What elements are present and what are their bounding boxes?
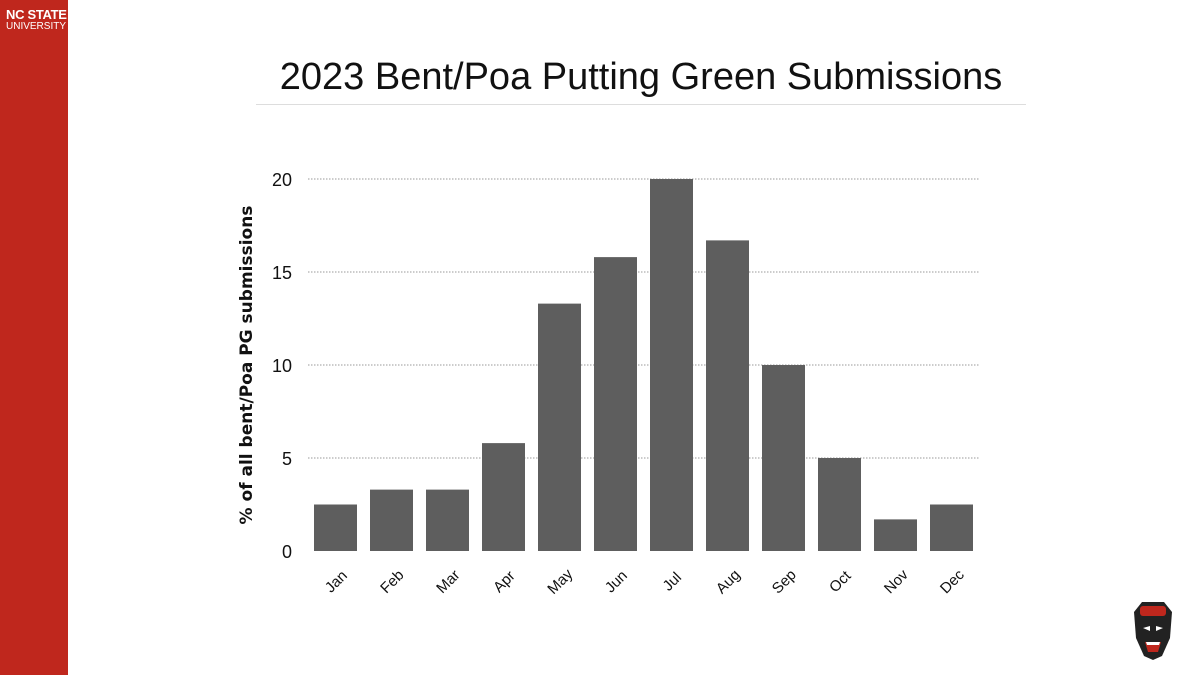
x-tick-label: Apr	[490, 568, 519, 597]
bar-jul	[650, 179, 693, 551]
sidebar-brand-bar: NC STATE UNIVERSITY	[0, 0, 68, 675]
y-axis-label: % of all bent/Poa PG submissions	[237, 206, 257, 525]
nc-state-logo: NC STATE UNIVERSITY	[6, 7, 67, 32]
x-tick-label: Jun	[602, 567, 631, 596]
x-tick-label: Dec	[937, 566, 968, 597]
bar-jun	[594, 257, 637, 551]
y-tick-label: 20	[272, 170, 292, 190]
bar-nov	[874, 519, 917, 551]
bar-sep	[762, 365, 805, 551]
chart-title: 2023 Bent/Poa Putting Green Submissions	[279, 56, 1003, 98]
y-tick-label: 0	[282, 542, 292, 562]
x-tick-label: Aug	[713, 566, 744, 597]
bar-feb	[370, 489, 413, 551]
bar-dec	[930, 504, 973, 551]
bar-oct	[818, 458, 861, 551]
x-tick-label: Sep	[769, 566, 800, 597]
x-tick-label: Feb	[377, 567, 407, 597]
wolf-mascot-icon	[1134, 602, 1172, 660]
y-tick-label: 15	[272, 263, 292, 283]
bar-jan	[314, 504, 357, 551]
x-tick-label: Nov	[881, 566, 912, 597]
bar-aug	[706, 240, 749, 551]
title-divider	[256, 104, 1026, 105]
x-tick-label: Mar	[433, 567, 463, 597]
x-tick-label: May	[544, 565, 576, 597]
y-tick-label: 5	[282, 449, 292, 469]
bar-mar	[426, 489, 469, 551]
bar-may	[538, 303, 581, 551]
bar-apr	[482, 443, 525, 551]
x-tick-label: Jan	[322, 567, 351, 596]
y-tick-label: 10	[272, 356, 292, 376]
x-tick-label: Jul	[660, 569, 686, 595]
x-tick-label: Oct	[826, 567, 855, 596]
